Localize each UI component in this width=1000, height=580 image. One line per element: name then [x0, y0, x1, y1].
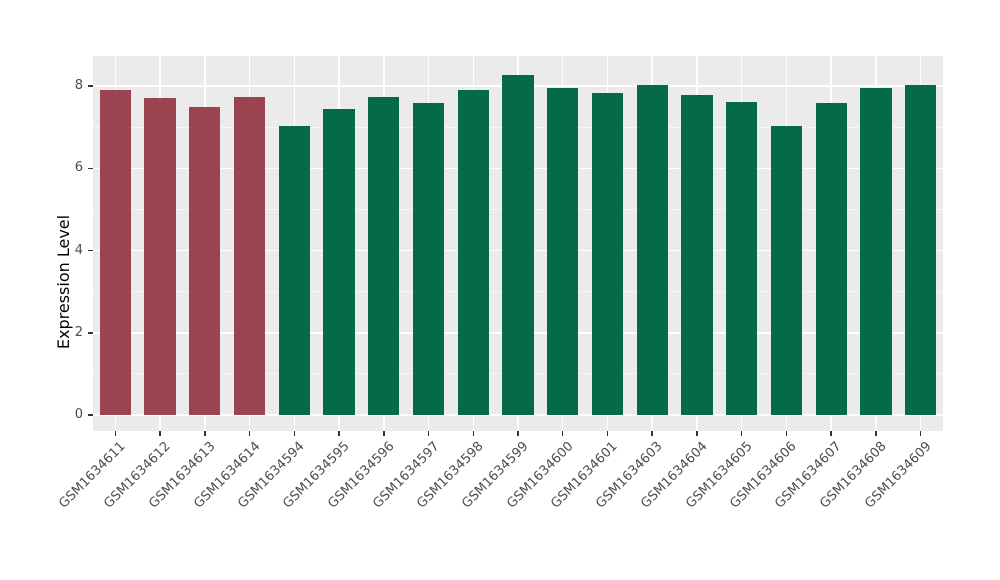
- x-tick-mark: [740, 431, 743, 436]
- x-tick-mark: [606, 431, 609, 436]
- bar-GSM1634596: [368, 96, 400, 415]
- x-tick-mark: [875, 431, 877, 436]
- x-tick-mark: [248, 431, 251, 436]
- x-tick-mark: [517, 431, 519, 436]
- y-tick-label: 2: [74, 324, 83, 340]
- bar-GSM1634598: [457, 90, 489, 415]
- bar-GSM1634609: [904, 85, 937, 415]
- x-tick-mark: [919, 431, 922, 436]
- bar-GSM1634597: [412, 103, 445, 415]
- bar-GSM1634606: [770, 126, 803, 415]
- x-tick-mark: [338, 431, 340, 436]
- bar-GSM1634613: [189, 106, 221, 415]
- y-tick-label: 8: [74, 78, 83, 93]
- y-tick-label: 6: [74, 160, 83, 176]
- bar-GSM1634607: [815, 102, 847, 415]
- x-tick-mark: [561, 431, 564, 436]
- x-tick-label: GSM1634609: [861, 439, 935, 512]
- bar-GSM1634603: [636, 85, 668, 415]
- x-tick-mark: [696, 431, 698, 436]
- bar-GSM1634594: [278, 125, 310, 415]
- x-tick-mark: [427, 431, 430, 436]
- x-tick-mark: [472, 431, 474, 436]
- bar-GSM1634611: [99, 90, 132, 415]
- x-tick-mark: [651, 431, 653, 436]
- x-tick-mark: [830, 431, 832, 436]
- bar-GSM1634605: [726, 101, 758, 415]
- x-tick-mark: [114, 431, 117, 436]
- y-tick-label: 4: [74, 242, 83, 258]
- y-tick-mark: [88, 414, 93, 416]
- x-tick-mark: [159, 431, 161, 436]
- x-tick-mark: [383, 431, 385, 436]
- y-tick-mark: [88, 332, 93, 334]
- bar-GSM1634604: [681, 95, 713, 415]
- bar-GSM1634608: [860, 88, 892, 415]
- bar-GSM1634612: [144, 98, 176, 415]
- bar-GSM1634614: [233, 96, 266, 415]
- x-tick-mark: [293, 431, 296, 436]
- y-tick-mark: [88, 85, 93, 87]
- y-tick-label: 0: [74, 407, 83, 422]
- bar-GSM1634600: [547, 88, 579, 415]
- bar-GSM1634595: [323, 108, 355, 415]
- x-tick-mark: [785, 431, 788, 436]
- y-tick-mark: [88, 249, 93, 252]
- plot-panel: [93, 56, 943, 431]
- x-tick-mark: [204, 431, 206, 436]
- y-tick-mark: [88, 167, 93, 169]
- bar-GSM1634599: [502, 74, 534, 415]
- bar-GSM1634601: [591, 93, 624, 415]
